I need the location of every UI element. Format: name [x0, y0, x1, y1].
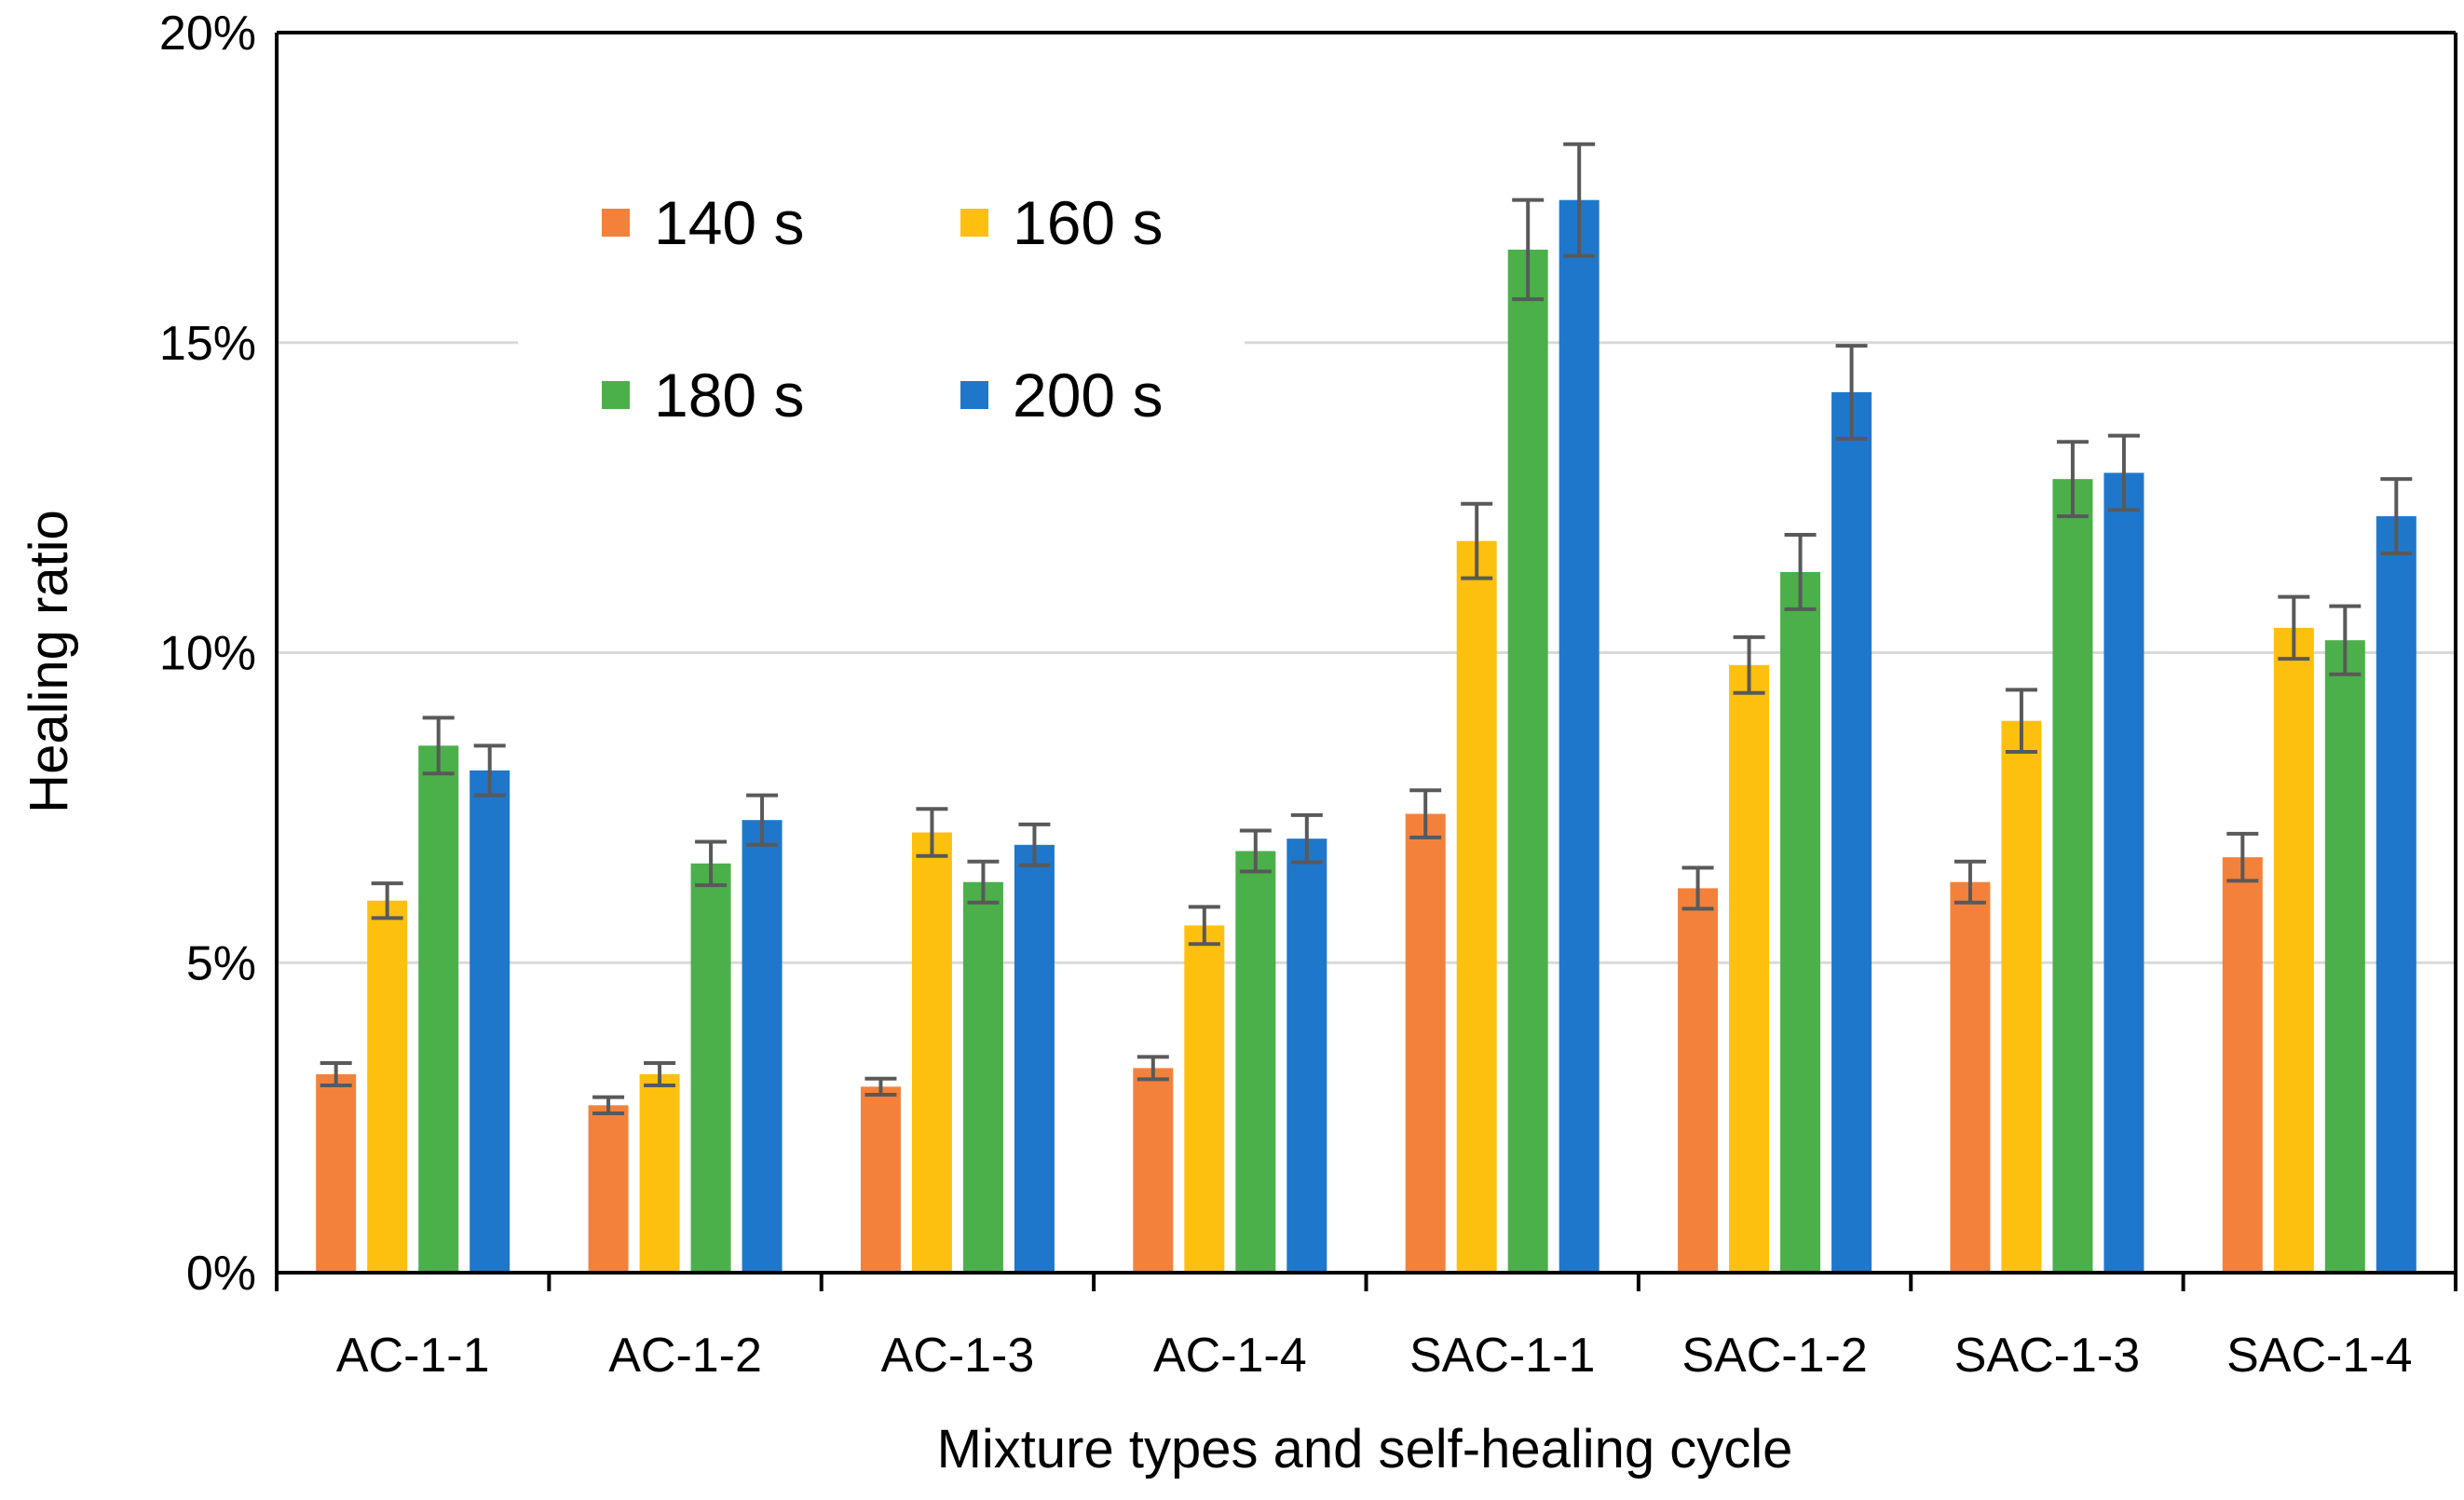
bar — [691, 864, 731, 1273]
x-tick-label: SAC-1-4 — [2226, 1329, 2412, 1383]
bar — [640, 1074, 680, 1273]
y-tick-label: 10% — [159, 627, 256, 681]
y-tick-label: 15% — [159, 317, 256, 371]
bar — [2325, 640, 2365, 1273]
bar — [1508, 250, 1548, 1273]
bar — [1184, 925, 1224, 1273]
bar — [1457, 541, 1497, 1273]
legend-label: 180 s — [654, 361, 804, 430]
bar — [742, 820, 783, 1273]
bar — [1133, 1068, 1173, 1273]
bar — [1014, 845, 1055, 1273]
bar — [470, 770, 510, 1273]
y-axis-title: Healing ratio — [19, 510, 79, 813]
legend-swatch — [602, 209, 630, 237]
bar — [861, 1086, 901, 1273]
bar — [2052, 479, 2092, 1273]
bar — [418, 745, 458, 1273]
bar — [2103, 473, 2144, 1273]
bar — [1286, 839, 1327, 1273]
bar — [2376, 516, 2416, 1273]
bar — [2274, 628, 2314, 1273]
bar — [963, 882, 1003, 1273]
x-tick-label: SAC-1-3 — [1954, 1329, 2140, 1383]
bar — [316, 1074, 356, 1273]
x-tick-label: AC-1-4 — [1153, 1329, 1307, 1383]
bar — [1950, 882, 1990, 1273]
bar — [1780, 572, 1820, 1273]
bar — [367, 901, 407, 1273]
legend-swatch — [602, 381, 630, 409]
healing-ratio-chart: 0% 5% 10% 15% 20% AC-1-1 AC-1-2 AC-1-3 AC-1-4 SA… — [0, 0, 2464, 1500]
legend-label: 200 s — [1013, 361, 1163, 430]
legend-swatch — [960, 381, 988, 409]
legend-swatch — [960, 209, 988, 237]
x-tick-label: AC-1-3 — [881, 1329, 1035, 1383]
x-tick-label: SAC-1-1 — [1409, 1329, 1595, 1383]
bar — [1406, 814, 1446, 1273]
legend-label: 160 s — [1013, 188, 1163, 257]
bar — [1235, 851, 1275, 1273]
y-tick-label: 20% — [159, 7, 256, 61]
x-tick-label: AC-1-2 — [608, 1329, 762, 1383]
bar — [1729, 665, 1769, 1273]
legend: 140 s 160 s 180 s 200 s — [518, 166, 1245, 473]
bar — [2001, 721, 2041, 1273]
y-tick-label: 5% — [186, 936, 256, 990]
bar — [2223, 857, 2263, 1273]
x-tick-label: AC-1-1 — [336, 1329, 490, 1383]
x-axis-title: Mixture types and self-healing cycle — [937, 1419, 1793, 1480]
y-tick-label: 0% — [186, 1247, 256, 1301]
bar — [1678, 888, 1718, 1273]
bar — [1831, 392, 1872, 1273]
bar — [589, 1105, 629, 1273]
bar — [1559, 200, 1600, 1273]
bar — [912, 832, 952, 1273]
legend-label: 140 s — [654, 188, 804, 257]
x-tick-label: SAC-1-2 — [1681, 1329, 1867, 1383]
